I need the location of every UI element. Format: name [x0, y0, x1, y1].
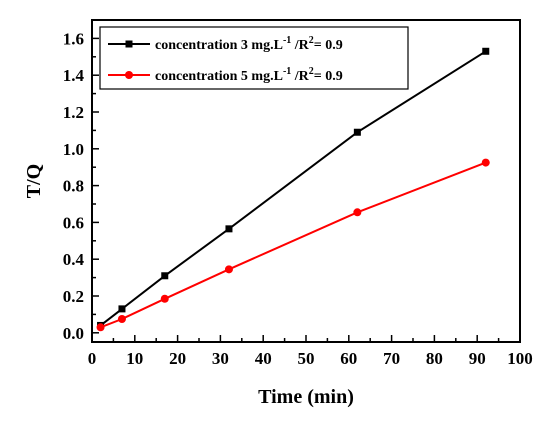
series-1	[97, 47, 490, 329]
legend: concentration 3 mg.L-1 /R2= 0.9 concentr…	[99, 26, 409, 90]
tick-labels: 0 10 20 30 40 50 60 70 80 90 100 0.0 0.2 0.4 0.6 0.8 1.0…	[63, 29, 533, 368]
series-1-point-2	[161, 272, 169, 280]
y-tick-label-3: 0.6	[63, 213, 84, 232]
x-tick-label-7: 70	[383, 349, 400, 368]
x-tick-label-2: 20	[169, 349, 186, 368]
y-tick-label-1: 0.2	[63, 287, 84, 306]
x-tick-label-5: 50	[298, 349, 315, 368]
series-2-point-4	[353, 208, 362, 217]
x-tick-label-4: 40	[255, 349, 272, 368]
legend-marker-series-2	[125, 71, 133, 79]
series-2-line	[100, 161, 487, 329]
series-2-point-1	[117, 315, 126, 323]
y-tick-label-5: 1.0	[63, 140, 84, 159]
legend-label-series-2: concentration 5 mg.L-1 /R2= 0.9	[155, 66, 343, 84]
x-tick-label-8: 80	[426, 349, 443, 368]
series-2	[96, 158, 490, 332]
legend-entry-series-1: concentration 3 mg.L-1 /R2= 0.9	[108, 35, 343, 53]
series-1-point-5	[482, 47, 490, 55]
series-1-point-3	[225, 225, 233, 233]
x-tick-label-3: 30	[212, 349, 229, 368]
x-tick-label-6: 60	[340, 349, 357, 368]
series-2-point-5	[481, 158, 490, 167]
y-tick-label-6: 1.2	[63, 103, 84, 122]
series-2-point-2	[160, 294, 169, 303]
x-tick-label-1: 10	[126, 349, 143, 368]
x-axis-title: Time (min)	[258, 386, 354, 408]
series-1-point-1	[118, 305, 126, 313]
y-tick-label-2: 0.4	[63, 250, 85, 269]
axis-ticks	[91, 37, 521, 342]
y-tick-label-8: 1.6	[63, 29, 84, 48]
y-tick-label-7: 1.4	[63, 66, 85, 85]
series-2-point-3	[224, 265, 233, 274]
series-layer	[96, 47, 490, 332]
y-axis-title: T/Q	[23, 164, 45, 198]
legend-marker-series-1	[125, 40, 133, 48]
series-1-point-4	[353, 128, 361, 136]
series-1-line	[99, 50, 487, 327]
legend-entry-series-2: concentration 5 mg.L-1 /R2= 0.9	[108, 66, 343, 84]
legend-frame	[99, 26, 409, 90]
x-tick-label-10: 100	[507, 349, 533, 368]
y-tick-label-0: 0.0	[63, 324, 84, 343]
series-2-point-0	[96, 323, 105, 332]
x-tick-label-9: 90	[469, 349, 486, 368]
legend-label-series-1: concentration 3 mg.L-1 /R2= 0.9	[155, 35, 343, 53]
x-tick-label-0: 0	[88, 349, 97, 368]
y-tick-label-4: 0.8	[63, 177, 84, 196]
